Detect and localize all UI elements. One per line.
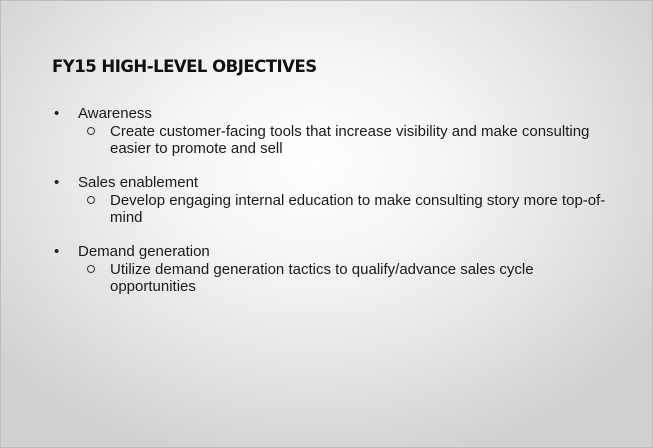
hollow-circle-bullet-icon bbox=[87, 196, 95, 204]
objective-label: Demand generation bbox=[78, 243, 210, 260]
list-item: • Demand generation Utilize demand gener… bbox=[1, 243, 641, 295]
sub-item-text: Utilize demand generation tactics to qua… bbox=[110, 261, 534, 295]
list-item: • Awareness Create customer-facing tools… bbox=[1, 105, 641, 157]
objective-label: Sales enablement bbox=[78, 174, 199, 191]
sub-item-text: Develop engaging internal education to m… bbox=[110, 192, 606, 226]
hollow-circle-bullet-icon bbox=[87, 127, 95, 135]
bullet-icon: • bbox=[54, 243, 60, 260]
sub-item-text: Create customer-facing tools that increa… bbox=[110, 123, 590, 157]
slide-title: FY15 HIGH-LEVEL OBJECTIVES bbox=[52, 57, 317, 76]
sub-item: Develop engaging internal education to m… bbox=[87, 192, 610, 226]
sub-item: Utilize demand generation tactics to qua… bbox=[87, 261, 610, 295]
objectives-list: • Awareness Create customer-facing tools… bbox=[1, 105, 641, 312]
bullet-icon: • bbox=[54, 174, 60, 191]
sub-item: Create customer-facing tools that increa… bbox=[87, 123, 610, 157]
objective-label: Awareness bbox=[78, 105, 152, 122]
hollow-circle-bullet-icon bbox=[87, 265, 95, 273]
bullet-icon: • bbox=[54, 105, 60, 122]
list-item: • Sales enablement Develop engaging inte… bbox=[1, 174, 641, 226]
